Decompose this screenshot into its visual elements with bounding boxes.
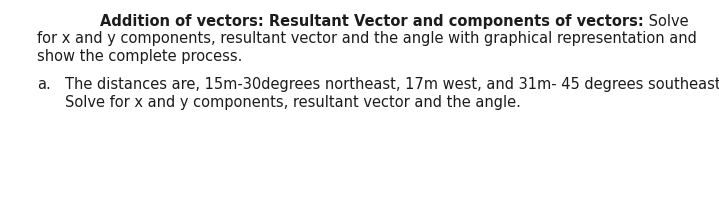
Text: The distances are, 15m-30degrees northeast, 17m west, and 31m- 45 degrees southe: The distances are, 15m-30degrees northea… <box>65 77 719 92</box>
Text: show the complete process.: show the complete process. <box>37 49 242 64</box>
Text: a.: a. <box>37 77 51 92</box>
Text: for x and y components, resultant vector and the angle with graphical representa: for x and y components, resultant vector… <box>37 32 697 46</box>
Text: Addition of vectors: Resultant Vector and components of vectors:: Addition of vectors: Resultant Vector an… <box>100 14 644 29</box>
Text: Solve for x and y components, resultant vector and the angle.: Solve for x and y components, resultant … <box>65 95 521 109</box>
Text: Solve: Solve <box>644 14 688 29</box>
